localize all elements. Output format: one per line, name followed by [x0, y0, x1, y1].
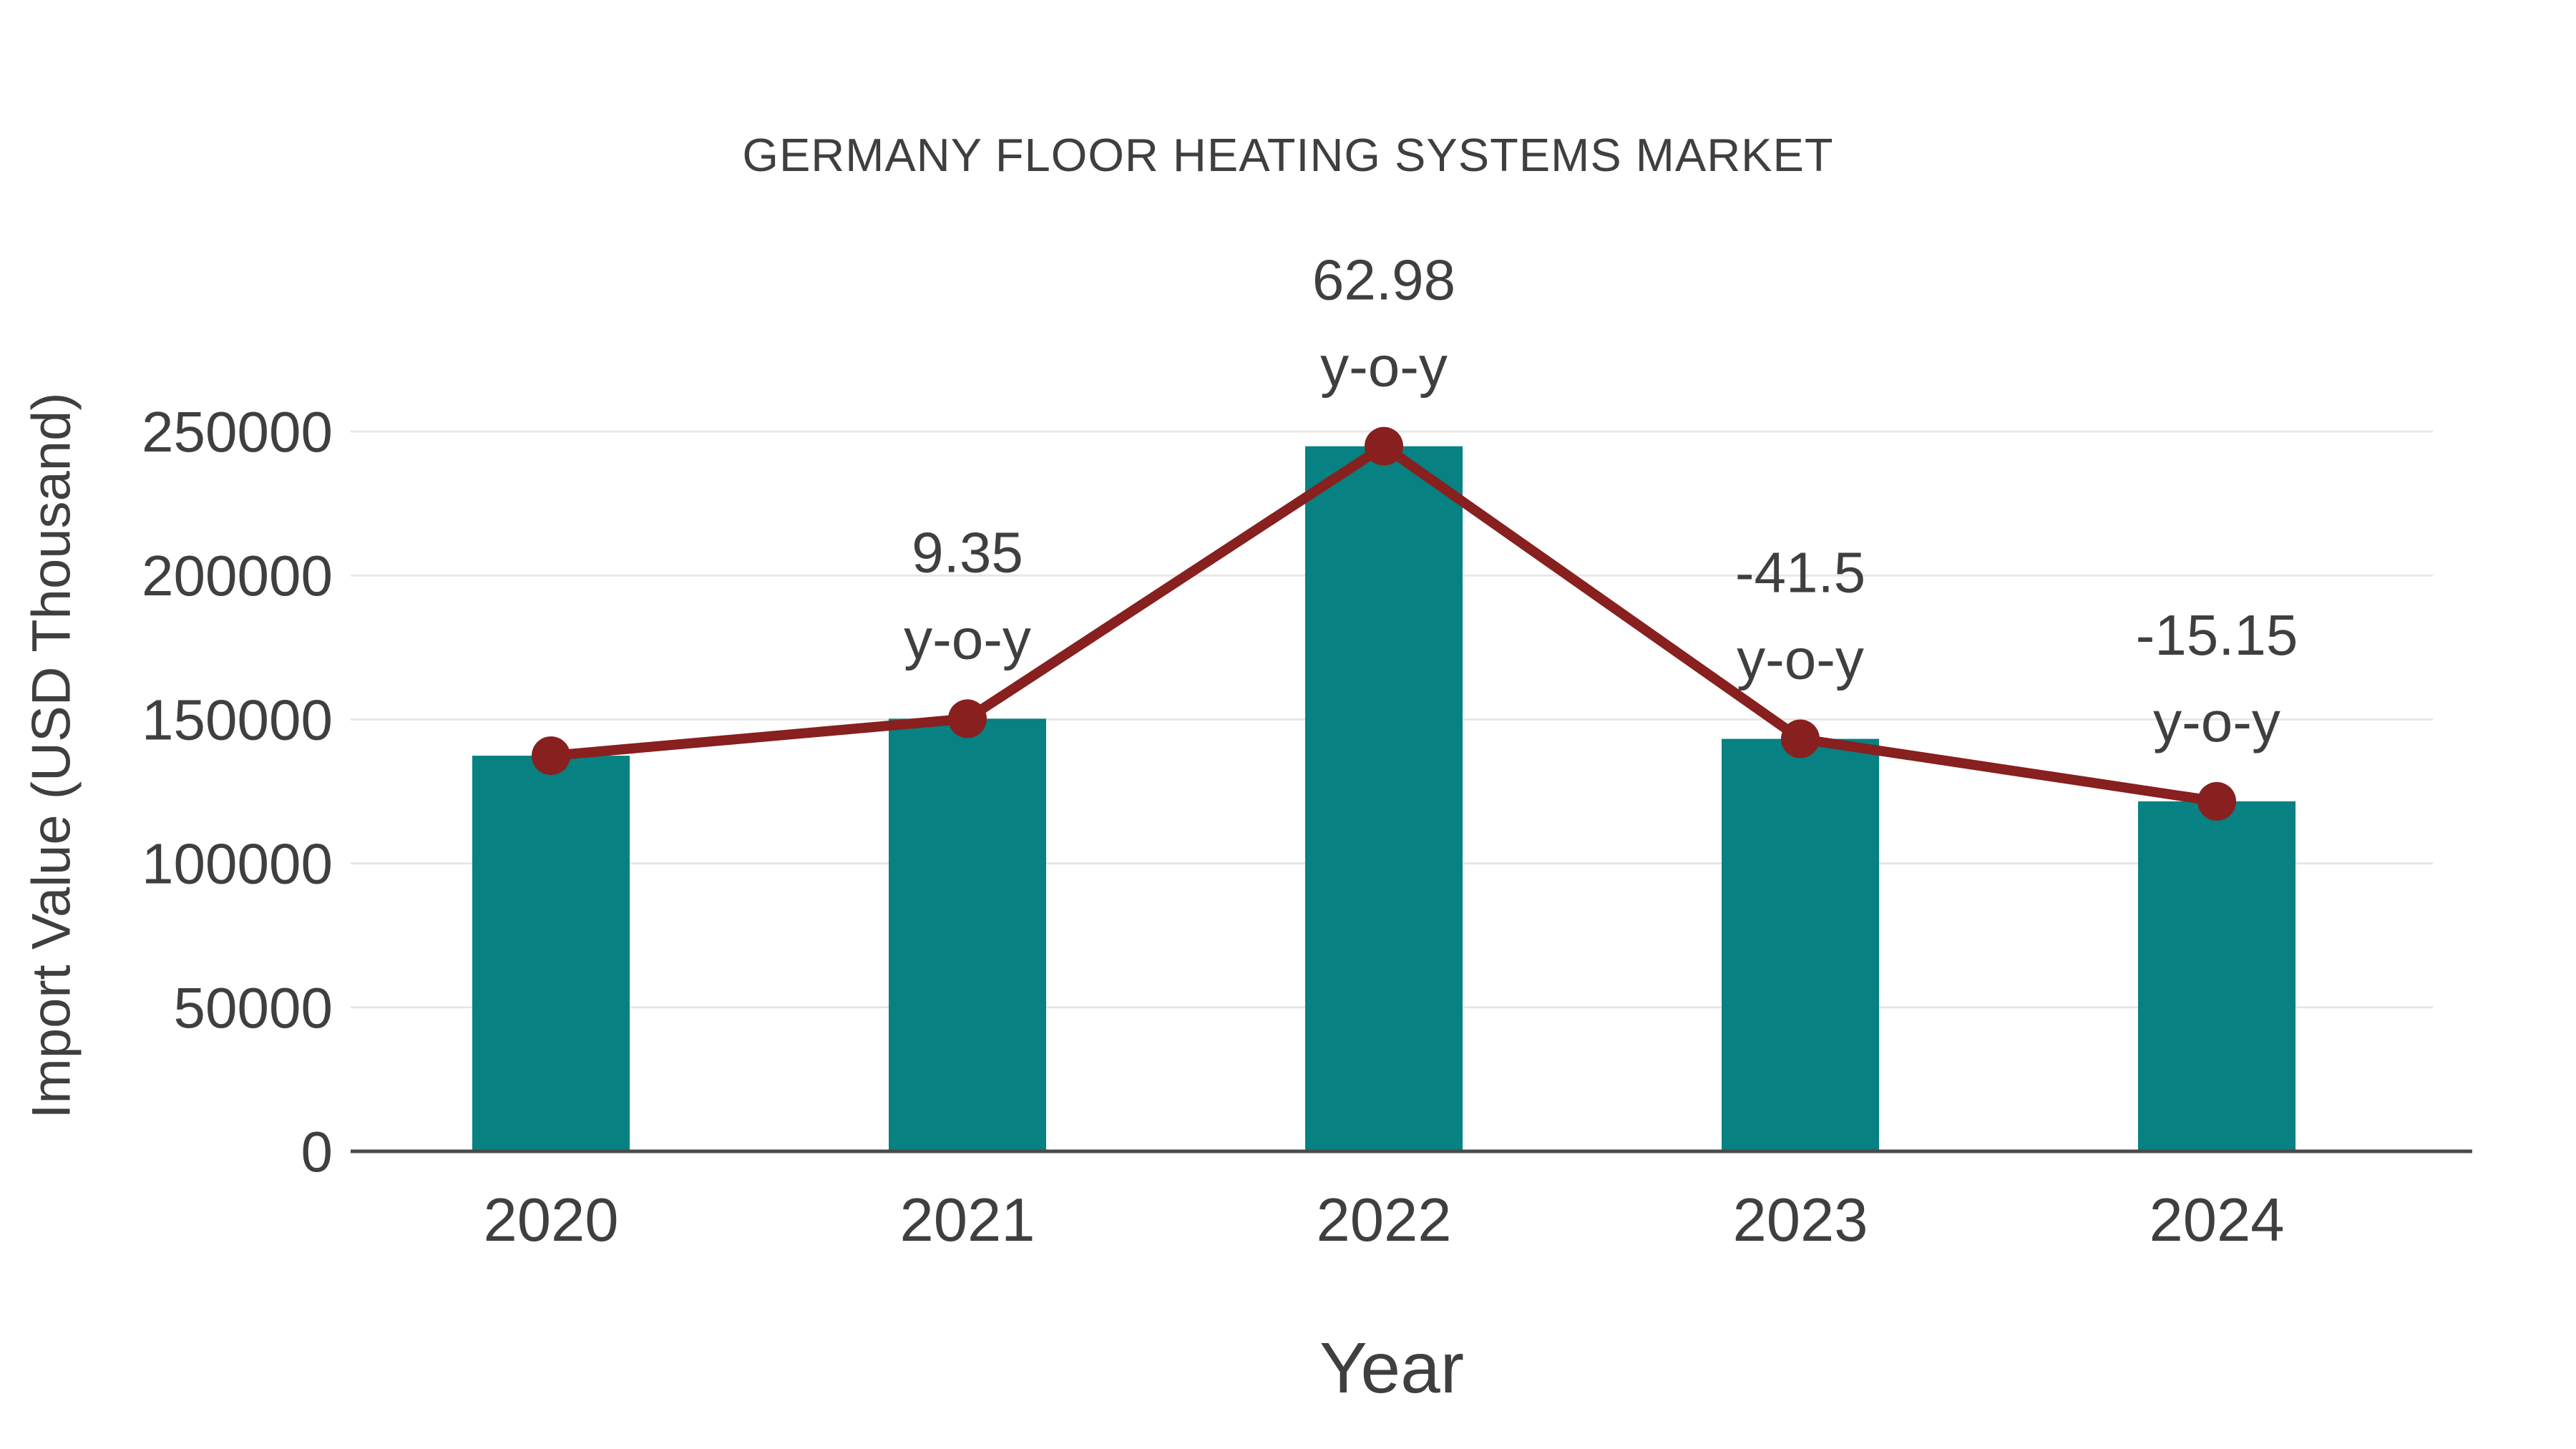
annotation-yoy-2021: y-o-y [904, 607, 1031, 670]
annotation-yoy-2022: y-o-y [1320, 335, 1448, 399]
trend-marker-2024 [2197, 781, 2236, 821]
y-tick-label: 150000 [142, 688, 333, 751]
bar-2020 [472, 756, 630, 1151]
annotation-value-2023: -41.5 [1735, 541, 1865, 605]
line-series-layer [532, 426, 2236, 821]
trend-marker-2020 [532, 736, 570, 776]
trend-marker-2023 [1781, 719, 1820, 758]
chart-title: GERMANY FLOOR HEATING SYSTEMS MARKET [742, 129, 1834, 181]
tick-labels-layer: 0 50000 100000 150000 200000 250000 2020 2021 20… [142, 400, 2285, 1254]
x-tick-label: 2020 [483, 1186, 618, 1254]
bar-series-layer [472, 446, 2296, 1151]
bar-2024 [2138, 801, 2296, 1151]
trend-marker-2022 [1365, 426, 1403, 466]
annotations-layer: 9.35 y-o-y 62.98 y-o-y -41.5 y-o-y -15.15 y-o-y [904, 248, 2298, 753]
annotation-yoy-2023: y-o-y [1737, 628, 1864, 691]
annotation-value-2021: 9.35 [912, 520, 1023, 584]
annotation-value-2024: -15.15 [2136, 603, 2298, 667]
y-tick-label: 0 [301, 1120, 333, 1184]
annotation-yoy-2024: y-o-y [2153, 690, 2280, 753]
x-tick-label: 2023 [1732, 1186, 1868, 1254]
y-tick-label: 100000 [142, 832, 333, 896]
x-tick-label: 2021 [899, 1186, 1035, 1254]
bar-2021 [889, 718, 1046, 1151]
trend-marker-2021 [948, 699, 987, 738]
y-axis-title: Import Value (USD Thousand) [21, 392, 82, 1119]
y-tick-label: 200000 [142, 544, 333, 608]
x-tick-label: 2024 [2149, 1186, 2284, 1254]
y-tick-label: 250000 [142, 400, 333, 464]
annotation-value-2022: 62.98 [1312, 248, 1455, 312]
x-tick-label: 2022 [1316, 1186, 1451, 1254]
y-tick-label: 50000 [174, 976, 333, 1040]
x-axis-title: Year [1319, 1328, 1465, 1408]
bar-2023 [1722, 738, 1879, 1151]
bar-2022 [1305, 446, 1463, 1151]
